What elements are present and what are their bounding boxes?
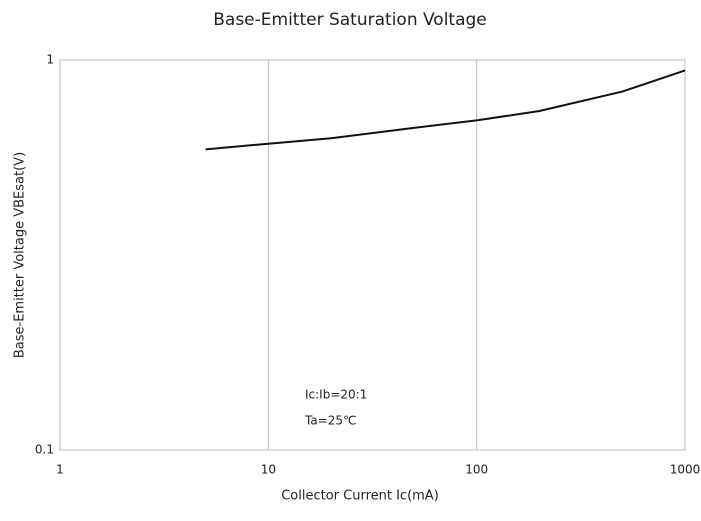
data-line	[205, 69, 686, 151]
x-tick-label: 1	[56, 463, 64, 477]
annotation: Ta=25℃	[304, 414, 357, 428]
plot-area	[59, 59, 686, 451]
x-tick-label: 10	[261, 463, 276, 477]
chart-title: Base-Emitter Saturation Voltage	[213, 10, 487, 30]
annotation: Ic:Ib=20:1	[305, 388, 367, 402]
x-tick-label: 100	[465, 463, 488, 477]
y-axis-label: Base-Emitter Voltage VBEsat(V)	[13, 152, 28, 358]
y-tick-label: 0.1	[35, 443, 54, 457]
y-tick-label: 1	[46, 53, 54, 67]
x-axis-label: Collector Current Ic(mA)	[281, 489, 439, 504]
x-tick-label: 1000	[670, 463, 701, 477]
